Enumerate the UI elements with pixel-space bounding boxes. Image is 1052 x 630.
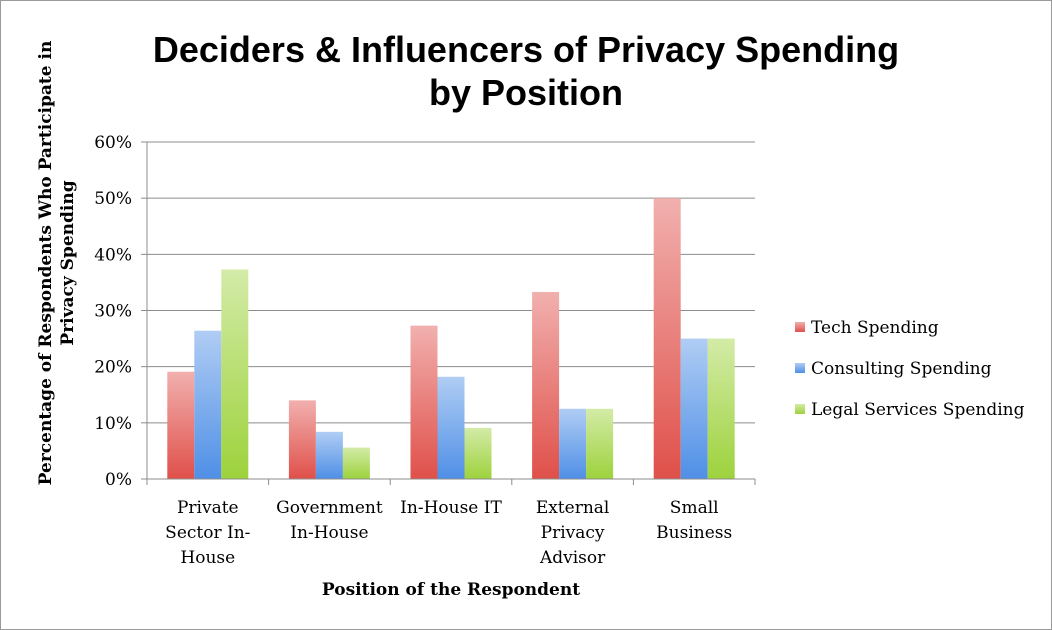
y-axis-title-line: Privacy Spending xyxy=(58,180,78,345)
category-label: In-House IT xyxy=(400,498,502,518)
bar-consulting-spending xyxy=(315,431,343,479)
y-axis-title: Percentage of Respondents Who Participat… xyxy=(36,41,78,486)
bar-tech-spending xyxy=(288,400,316,479)
y-axis-title-line: Percentage of Respondents Who Participat… xyxy=(36,41,56,486)
bar-legal-services-spending xyxy=(221,269,249,479)
legend-label: Consulting Spending xyxy=(811,359,992,379)
category-label: In-House xyxy=(290,523,368,543)
legend-label: Legal Services Spending xyxy=(811,400,1025,420)
category-label: Business xyxy=(656,523,732,543)
chart-title-line: by Position xyxy=(429,72,623,113)
category-label: Small xyxy=(670,498,719,518)
bar-tech-spending xyxy=(653,198,681,479)
category-label: Government xyxy=(276,498,383,518)
y-tick-label: 10% xyxy=(94,414,132,434)
category-label: Privacy xyxy=(541,523,605,543)
category-label: Advisor xyxy=(539,548,606,568)
bar-legal-services-spending xyxy=(586,408,614,479)
gridlines xyxy=(147,141,755,424)
category-label: House xyxy=(180,548,235,568)
category-label: Private xyxy=(177,498,239,518)
bar-tech-spending xyxy=(410,325,438,479)
legend-swatch xyxy=(795,363,805,373)
legend: Tech Spending Consulting Spending Legal Se… xyxy=(795,318,1025,420)
category-label: External xyxy=(536,498,610,518)
bar-legal-services-spending xyxy=(342,447,370,479)
bar-legal-services-spending xyxy=(464,427,492,479)
x-axis-title: Position of the Respondent xyxy=(322,580,580,600)
x-axis-categories: Private Sector In- House Government In-House… xyxy=(165,498,732,568)
category-label: Sector In- xyxy=(165,523,250,543)
chart-title: Deciders & Influencers of Privacy Spendi… xyxy=(153,29,899,113)
y-tick-label: 30% xyxy=(94,302,132,322)
legend-swatch xyxy=(795,322,805,332)
bar-consulting-spending xyxy=(194,330,222,479)
y-tick-label: 40% xyxy=(94,245,132,265)
legend-label: Tech Spending xyxy=(811,318,939,338)
x-axis xyxy=(146,142,756,485)
bar-consulting-spending xyxy=(559,408,587,479)
x-axis-title-text: Position of the Respondent xyxy=(322,580,580,600)
bar-tech-spending xyxy=(167,371,195,479)
bar-consulting-spending xyxy=(437,376,465,479)
bar-legal-services-spending xyxy=(707,338,735,479)
bar-tech-spending xyxy=(532,291,560,479)
chart-title-line: Deciders & Influencers of Privacy Spendi… xyxy=(153,29,899,70)
legend-swatch xyxy=(795,404,805,414)
y-tick-label: 50% xyxy=(94,189,132,209)
y-axis-ticks: 0% 10% 20% 30% 40% 50% 60% xyxy=(94,133,147,490)
y-tick-label: 0% xyxy=(105,470,132,490)
bar-consulting-spending xyxy=(680,338,708,479)
y-tick-label: 60% xyxy=(94,133,132,153)
y-tick-label: 20% xyxy=(94,358,132,378)
bars xyxy=(167,198,735,479)
